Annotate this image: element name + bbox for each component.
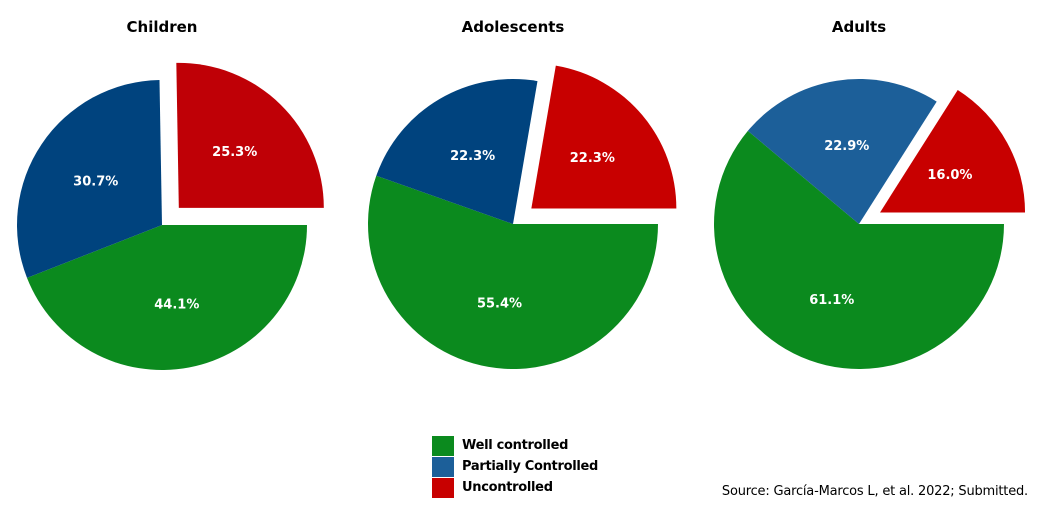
- pie-slice-partially-controlled: [16, 80, 162, 278]
- pie-title: Adolescents: [462, 18, 565, 36]
- pie-children: Children 44.1% 30.7% 25.3%: [16, 18, 324, 370]
- pie-charts: Children 44.1% 30.7% 25.3% Adolescents 55.4% 2…: [16, 18, 1026, 370]
- pie-title: Children: [127, 18, 198, 36]
- pie-slice-partially-controlled: [747, 78, 937, 224]
- legend: Well controlled Partially Controlled Unc…: [432, 435, 598, 498]
- legend-label: Partially Controlled: [462, 459, 599, 474]
- legend-item-uncontrolled: Uncontrolled: [432, 477, 598, 498]
- pie-adults: Adults 61.1% 22.9% 16.0%: [714, 18, 1026, 369]
- slice-label-well-controlled: 55.4%: [477, 297, 522, 312]
- legend-item-well-controlled: Well controlled: [432, 435, 598, 456]
- source-note: Source: García-Marcos L, et al. 2022; Su…: [721, 484, 1028, 499]
- pie-slice-uncontrolled: [531, 65, 677, 209]
- legend-label: Well controlled: [462, 438, 569, 453]
- slice-label-uncontrolled: 16.0%: [927, 168, 972, 183]
- slice-label-well-controlled: 44.1%: [154, 297, 199, 312]
- legend-item-partially-controlled: Partially Controlled: [432, 456, 598, 477]
- legend-swatch-well-controlled: [432, 435, 454, 456]
- pie-slice-partially-controlled: [376, 79, 538, 224]
- slice-label-uncontrolled: 22.3%: [570, 151, 615, 166]
- pie-slice-uncontrolled: [880, 90, 1026, 213]
- legend-label: Uncontrolled: [462, 480, 553, 495]
- pie-adolescents: Adolescents 55.4% 22.3% 22.3%: [367, 18, 677, 369]
- legend-swatch-uncontrolled: [432, 477, 454, 498]
- pie-slice-well-controlled: [714, 130, 1004, 369]
- pie-slice-uncontrolled: [176, 62, 324, 208]
- slice-label-partially-controlled: 22.3%: [450, 149, 495, 164]
- slice-label-well-controlled: 61.1%: [809, 293, 854, 308]
- pie-slice-well-controlled: [26, 225, 308, 370]
- pie-title: Adults: [832, 18, 886, 36]
- slice-label-uncontrolled: 25.3%: [212, 145, 257, 160]
- slice-label-partially-controlled: 30.7%: [73, 175, 118, 190]
- pie-slice-well-controlled: [367, 175, 658, 369]
- legend-swatch-partially-controlled: [432, 456, 454, 477]
- slice-label-partially-controlled: 22.9%: [824, 139, 869, 154]
